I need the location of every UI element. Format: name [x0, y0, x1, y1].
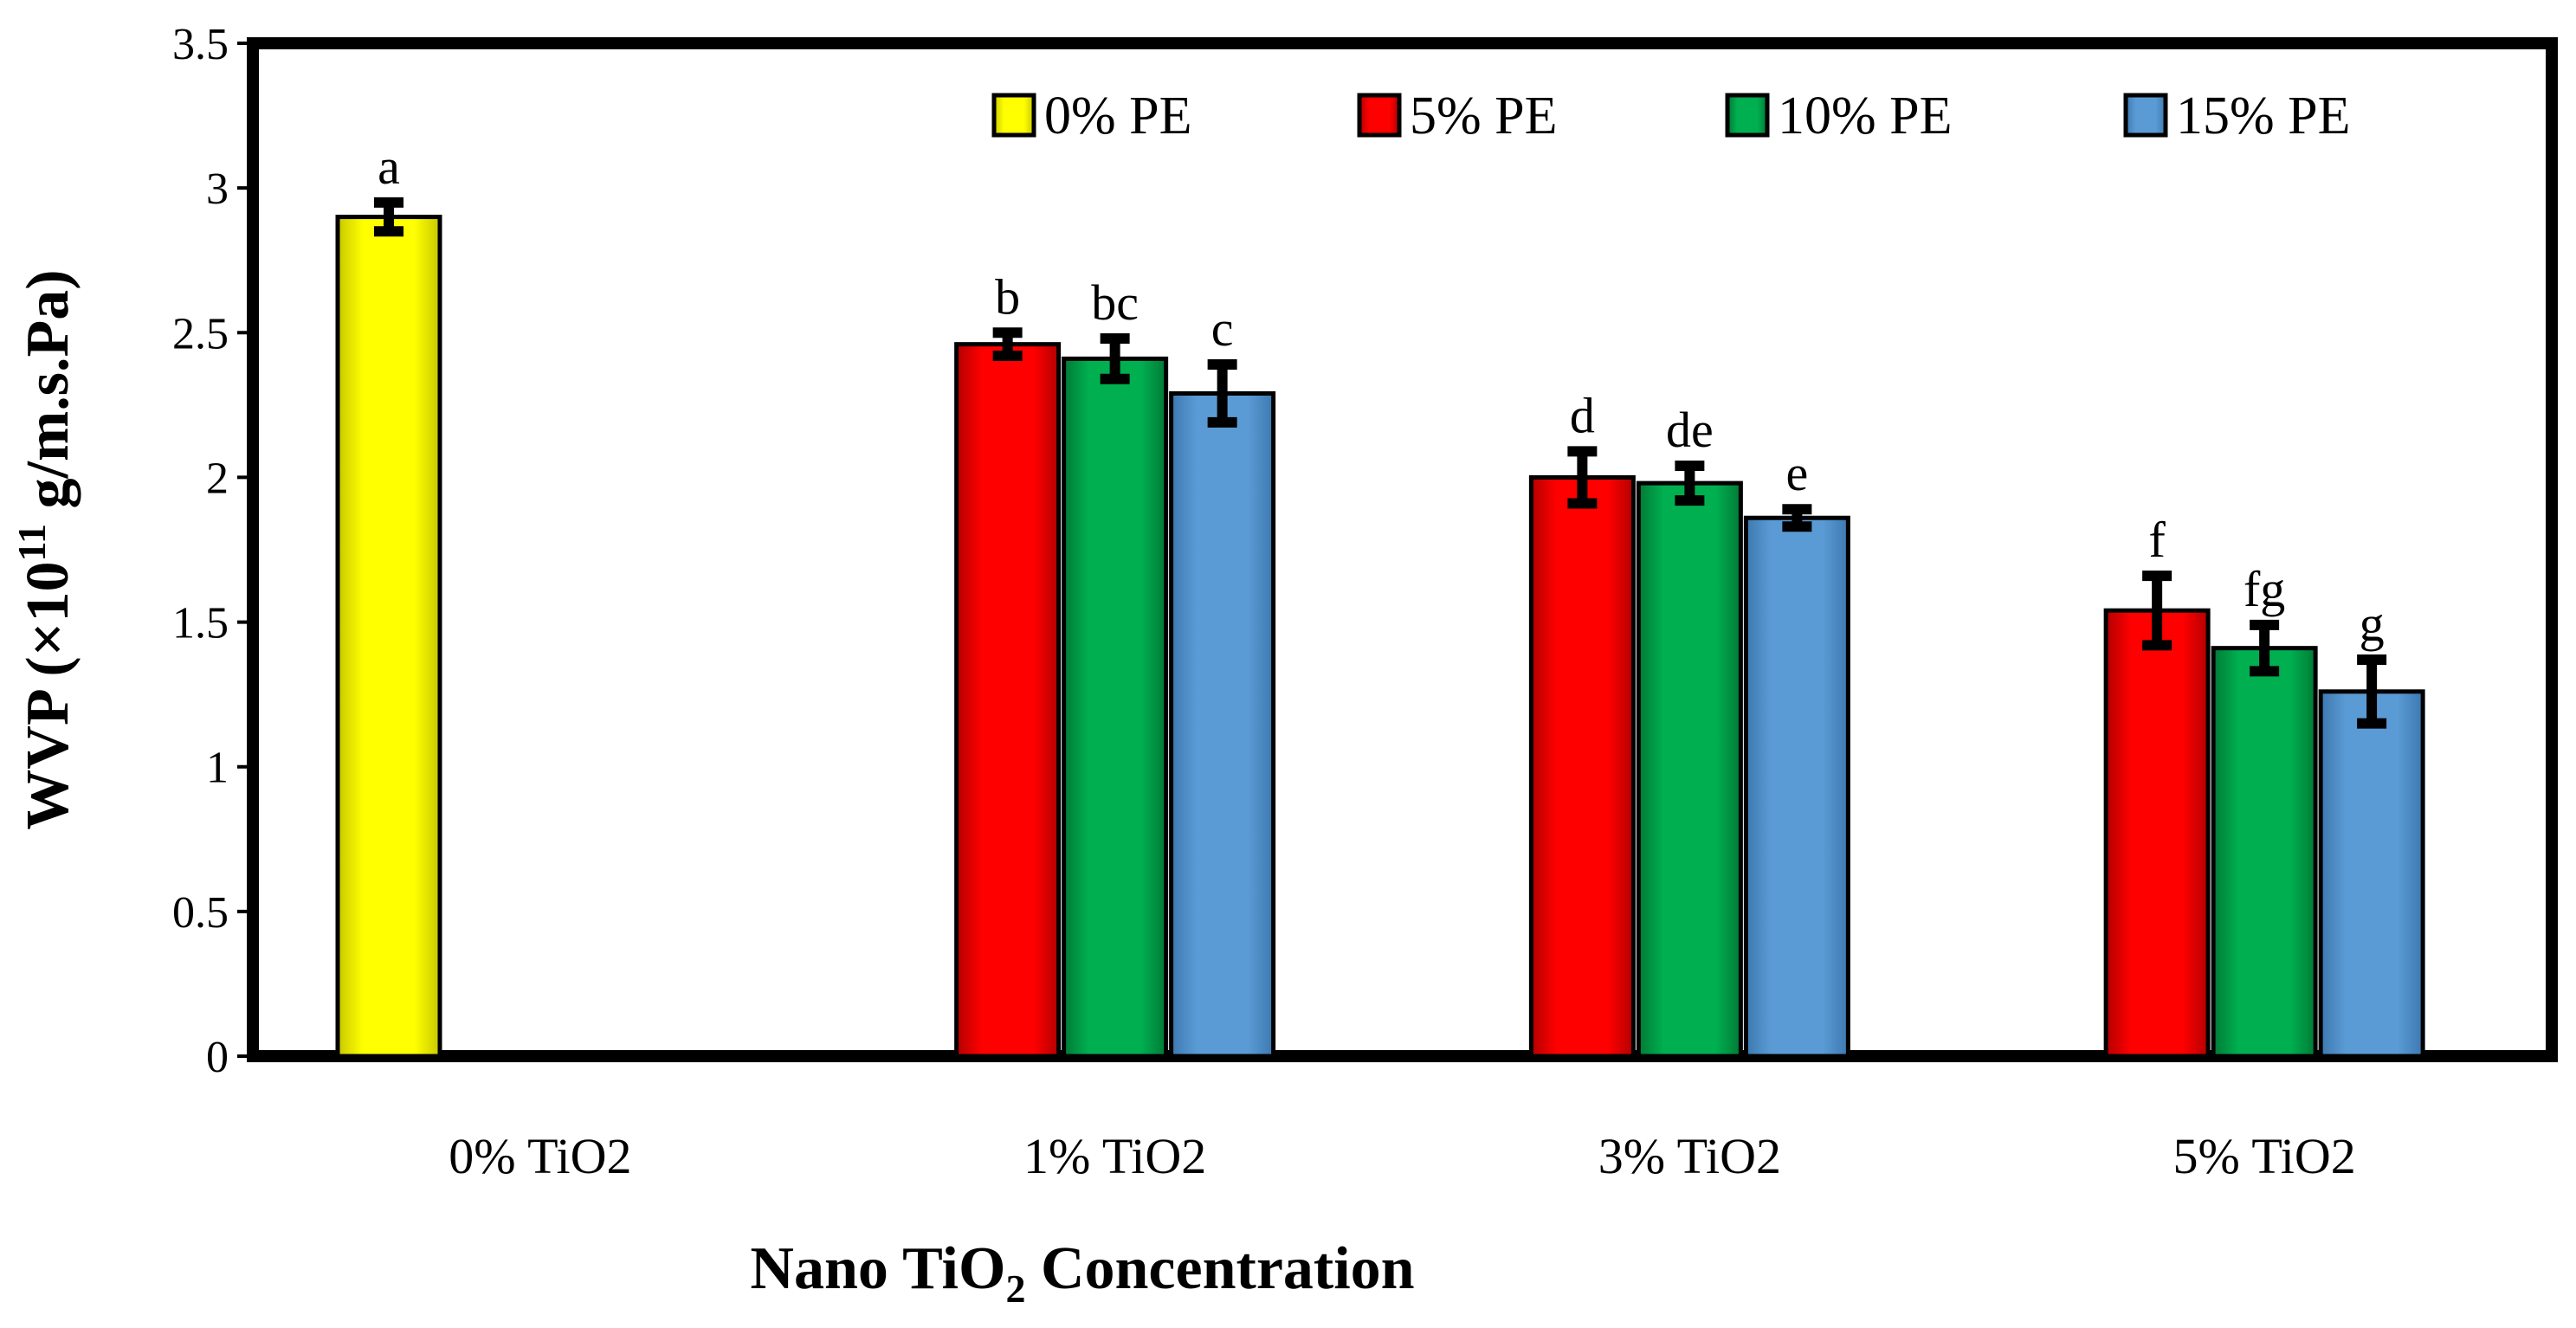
y-tick-label: 3 — [206, 164, 229, 214]
legend-swatch — [991, 93, 1036, 138]
x-axis-title-subscript: 2 — [1005, 1267, 1025, 1311]
x-axis-title-tail: Concentration — [1025, 1235, 1414, 1302]
y-axis-title: WVP (×1011 g/m.s.Pa) — [10, 269, 81, 829]
bar-0-pe-0-tio2 — [335, 215, 442, 1059]
significance-labels: a b bc c d de e f fg g — [378, 139, 2385, 652]
significance-label: g — [2360, 596, 2385, 652]
y-axis: 0 0.5 1 1.5 2 2.5 3 3.5 — [172, 20, 253, 1082]
significance-label: bc — [1091, 274, 1139, 331]
y-tick-label: 1 — [206, 744, 229, 793]
error-bars — [374, 197, 2387, 729]
x-category-label: 1% TiO2 — [1023, 1128, 1206, 1184]
bar-10-pe-3-tio2 — [1636, 480, 1743, 1059]
x-axis-title: Nano TiO2 Concentration — [750, 1235, 1414, 1311]
legend-swatch — [2123, 93, 2168, 138]
significance-label: de — [1666, 402, 1714, 458]
significance-label: d — [1570, 387, 1595, 443]
legend: 0% PE 5% PE 10% PE 15% PE — [991, 87, 2351, 145]
bar-10-pe-5-tio2 — [2211, 646, 2318, 1059]
significance-label: fg — [2244, 561, 2285, 617]
x-category-label: 5% TiO2 — [2173, 1128, 2356, 1184]
bar-5-pe-1-tio2 — [954, 342, 1062, 1059]
significance-label: c — [1211, 300, 1234, 357]
legend-label: 0% PE — [1044, 87, 1192, 145]
legend-label: 5% PE — [1410, 87, 1558, 145]
bar-15-pe-3-tio2 — [1743, 515, 1850, 1059]
y-tick-label: 2.5 — [172, 309, 229, 358]
y-tick-label: 3.5 — [172, 20, 229, 69]
significance-label: e — [1786, 445, 1809, 501]
bar-5-pe-3-tio2 — [1528, 474, 1636, 1059]
y-tick-label: 0.5 — [172, 888, 229, 938]
legend-swatch — [1357, 93, 1402, 138]
y-tick-label: 2 — [206, 454, 229, 503]
x-axis-categories: 0% TiO2 1% TiO2 3% TiO2 5% TiO2 — [449, 1128, 2355, 1184]
legend-label: 15% PE — [2176, 87, 2351, 145]
x-axis-title-main: Nano TiO — [750, 1235, 1005, 1302]
y-tick-label: 1.5 — [172, 599, 229, 648]
bar-15-pe-1-tio2 — [1169, 390, 1276, 1059]
y-axis-title-superscript: 11 — [10, 524, 54, 561]
bar-15-pe-5-tio2 — [2318, 689, 2425, 1059]
bars — [335, 215, 2425, 1059]
y-tick-label: 0 — [206, 1033, 229, 1082]
significance-label: b — [995, 268, 1020, 325]
significance-label: f — [2148, 512, 2166, 568]
y-axis-title-tail: g/m.s.Pa) — [15, 269, 81, 524]
y-axis-title-main: WVP (×10 — [15, 561, 81, 829]
legend-swatch — [1725, 93, 1770, 138]
significance-label: a — [378, 139, 400, 195]
bar-5-pe-5-tio2 — [2103, 608, 2211, 1059]
x-category-label: 0% TiO2 — [449, 1128, 631, 1184]
bar-10-pe-1-tio2 — [1062, 356, 1169, 1059]
legend-label: 10% PE — [1778, 87, 1953, 145]
x-category-label: 3% TiO2 — [1598, 1128, 1781, 1184]
